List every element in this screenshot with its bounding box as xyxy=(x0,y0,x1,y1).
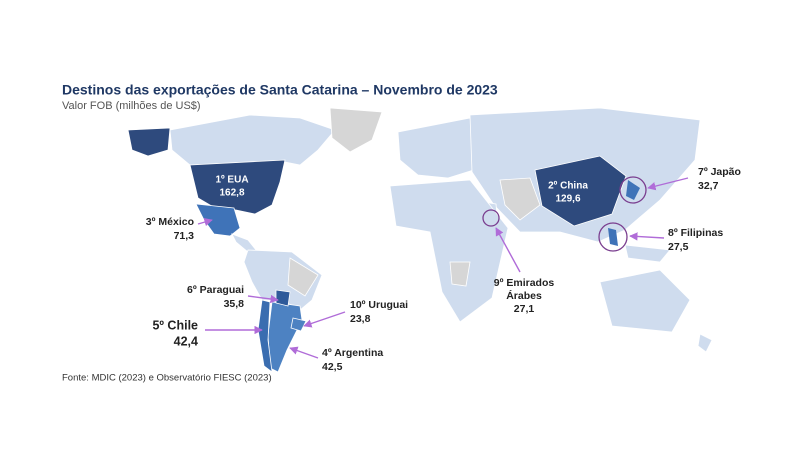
highlights xyxy=(197,176,689,359)
destination-label: 5º Chile xyxy=(152,318,198,332)
destination-label: 8º Filipinas xyxy=(668,227,723,239)
source: Fonte: MDIC (2023) e Observatório FIESC … xyxy=(62,373,272,384)
labels: 1º EUA 162,8 2º China 129,6 3º México 71,3 4º … xyxy=(146,166,741,373)
destination-label: 4º Argentina xyxy=(322,347,383,359)
destination-value: 42,5 xyxy=(322,361,343,373)
destination-value: 71,3 xyxy=(174,230,195,242)
destination-label: 2º China xyxy=(548,181,588,192)
destination-value: 129,6 xyxy=(555,194,580,205)
destination-label: 1º EUA xyxy=(215,175,248,186)
destination-value: 27,5 xyxy=(668,241,689,253)
base-map xyxy=(127,107,713,373)
destination-label: 10º Uruguai xyxy=(350,299,408,311)
title: Destinos das exportações de Santa Catari… xyxy=(62,82,498,98)
destination-label: 9º Emirados xyxy=(494,277,555,289)
destination-label: 6º Paraguai xyxy=(187,284,244,296)
destination-value: 35,8 xyxy=(224,298,245,310)
destination-value: 42,4 xyxy=(174,334,198,348)
destination-value: 23,8 xyxy=(350,313,371,325)
subtitle: Valor FOB (milhões de US$) xyxy=(62,100,201,112)
destination-value: 32,7 xyxy=(698,180,719,192)
destination-label: Árabes xyxy=(506,289,542,302)
destination-label: 7º Japão xyxy=(698,166,741,178)
destination-value: 27,1 xyxy=(514,303,535,315)
destination-value: 162,8 xyxy=(219,188,244,199)
destination-label: 3º México xyxy=(146,216,194,228)
